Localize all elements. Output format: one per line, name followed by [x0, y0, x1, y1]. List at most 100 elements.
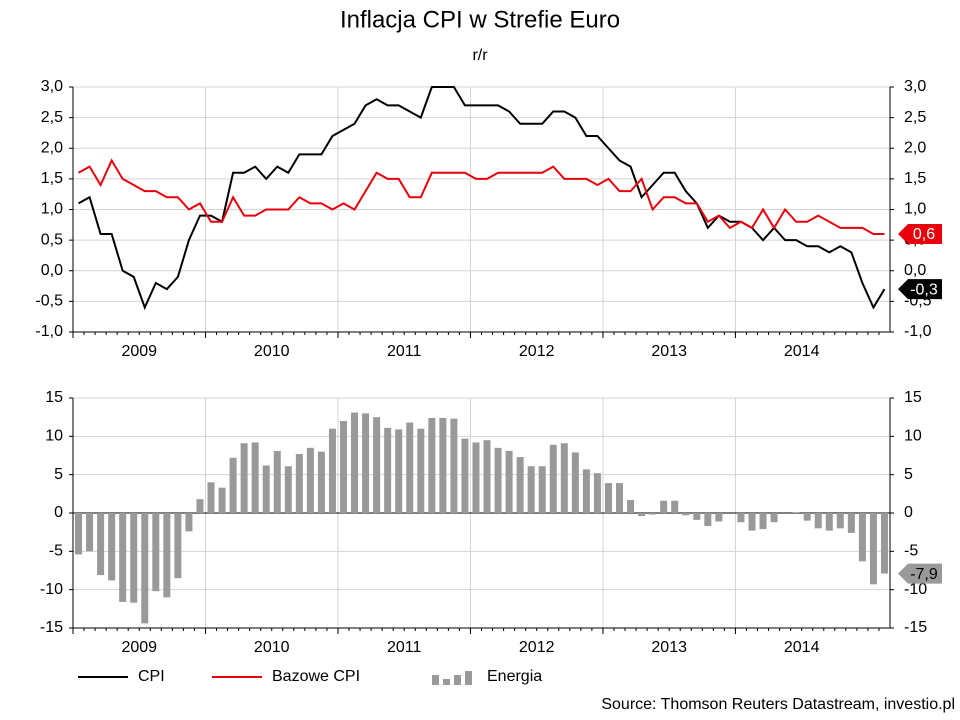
bar [97, 513, 105, 576]
bar [273, 450, 281, 513]
x-tick-label: 2012 [519, 639, 555, 656]
legend-swatch [454, 675, 461, 685]
x-tick-label: 2014 [784, 343, 820, 360]
bar [759, 513, 767, 530]
bar [439, 417, 447, 513]
bar [317, 451, 325, 513]
bar [671, 500, 679, 513]
bar [869, 513, 877, 585]
y2-tick-label: 0,0 [904, 262, 926, 279]
y2-tick-label: 15 [904, 389, 922, 406]
end-label: -0,3 [910, 281, 938, 298]
bar [130, 513, 138, 603]
legend-label: Bazowe CPI [272, 668, 360, 685]
line [78, 158, 885, 235]
bar [549, 444, 557, 513]
bar [185, 513, 193, 532]
x-tick-label: 2011 [387, 343, 422, 360]
bar [207, 482, 215, 513]
bar [251, 442, 259, 513]
bar [284, 466, 292, 513]
bar [693, 513, 701, 520]
y-tick-label: 1,0 [41, 201, 63, 218]
bar [384, 427, 392, 513]
y-tick-label: -10 [40, 581, 63, 598]
bar [351, 412, 359, 513]
bar [792, 512, 800, 513]
bar [406, 422, 414, 513]
bar [638, 513, 646, 517]
bar [306, 447, 314, 513]
y2-tick-label: -15 [904, 619, 927, 636]
bar [825, 513, 833, 531]
bar [339, 421, 347, 513]
bar [748, 513, 756, 531]
bar [218, 487, 226, 513]
bar [858, 513, 866, 562]
y2-tick-label: 1,5 [904, 170, 926, 187]
bar [229, 457, 237, 513]
bar [395, 429, 403, 513]
bar [593, 473, 601, 513]
legend-swatch [465, 671, 472, 685]
bar [582, 469, 590, 513]
legend-label: Energia [487, 668, 542, 685]
y-tick-label: 2,0 [41, 139, 63, 156]
bar [295, 453, 303, 513]
bar [505, 450, 513, 513]
bar [770, 513, 778, 523]
bar [328, 428, 336, 513]
bar [560, 443, 568, 513]
bar [704, 513, 712, 527]
bar [814, 513, 822, 529]
y2-tick-label: 10 [904, 428, 922, 445]
bar [483, 440, 491, 513]
bar [86, 513, 94, 552]
bar [682, 513, 690, 516]
y-tick-label: -0,5 [35, 293, 63, 310]
end-label: 0,6 [913, 226, 935, 243]
bar [803, 513, 811, 521]
end-tag [898, 563, 942, 584]
y2-tick-label: 2,5 [904, 109, 926, 126]
y-tick-label: -1,0 [35, 323, 63, 340]
line [78, 86, 886, 311]
x-tick-label: 2013 [651, 639, 687, 656]
bar [880, 513, 888, 574]
bar [362, 413, 370, 513]
y-tick-label: 5 [54, 466, 63, 483]
x-tick-label: 2009 [121, 639, 157, 656]
bar [847, 513, 855, 533]
bar [450, 418, 458, 513]
y-tick-label: 3,0 [41, 78, 63, 95]
y2-tick-label: 0 [904, 504, 913, 521]
y-tick-label: 0,0 [41, 262, 63, 279]
bar [836, 513, 844, 529]
bar [119, 513, 127, 602]
y2-tick-label: -10 [904, 581, 927, 598]
bar [428, 417, 436, 513]
x-tick-label: 2010 [254, 343, 290, 360]
chart-title: Inflacja CPI w Strefie Euro [340, 6, 620, 33]
source: Source: Thomson Reuters Datastream, inve… [601, 696, 955, 713]
bar [262, 465, 270, 513]
bar [141, 513, 149, 624]
y-tick-label: 1,5 [41, 170, 63, 187]
y-tick-label: 0 [54, 504, 63, 521]
bar [627, 499, 635, 513]
bar [616, 483, 624, 513]
legend-swatch [443, 679, 450, 685]
bar [494, 447, 502, 513]
bar [649, 513, 657, 515]
bar [152, 513, 160, 592]
y2-tick-label: 2,0 [904, 139, 926, 156]
bar [604, 483, 612, 513]
x-tick-label: 2009 [121, 343, 157, 360]
end-label: -7,9 [910, 566, 938, 583]
bar [373, 417, 381, 513]
bar [516, 457, 524, 513]
x-tick-label: 2010 [254, 639, 290, 656]
y-tick-label: 10 [45, 428, 63, 445]
bar [527, 466, 535, 513]
